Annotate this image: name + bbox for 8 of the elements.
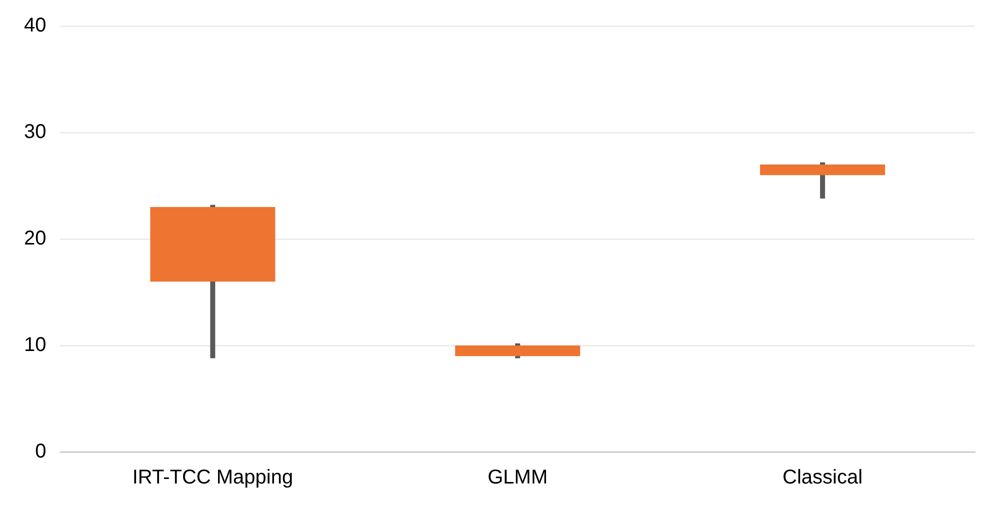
x-tick-label: Classical bbox=[782, 466, 863, 489]
x-tick-label: GLMM bbox=[488, 466, 548, 489]
y-tick-label: 30 bbox=[24, 121, 46, 144]
y-tick-label: 0 bbox=[35, 440, 46, 463]
x-tick-label: IRT-TCC Mapping bbox=[132, 466, 294, 489]
y-tick-label: 20 bbox=[24, 228, 46, 250]
y-tick-label: 10 bbox=[24, 334, 46, 356]
y-tick-label: 40 bbox=[24, 14, 46, 37]
